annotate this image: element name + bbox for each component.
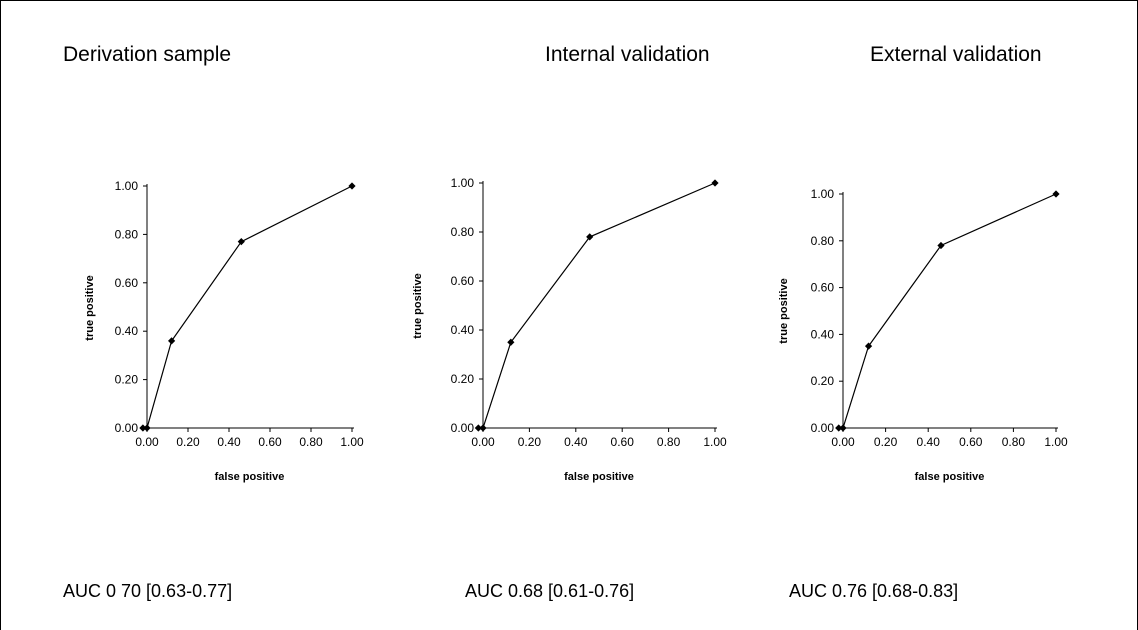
x-tick-label-internal: 0.00: [471, 435, 495, 449]
x-tick-label-external: 0.60: [959, 435, 983, 449]
x-tick-label-internal: 1.00: [703, 435, 727, 449]
roc-point-internal: [479, 424, 487, 432]
roc-line-internal: [478, 182, 716, 429]
roc-point-derivation: [139, 424, 147, 432]
roc-point-derivation: [143, 424, 151, 432]
x-tick-label-derivation: 1.00: [340, 435, 364, 449]
x-tick-label-internal: 0.20: [518, 435, 542, 449]
x-axis-title-external: false positive: [915, 471, 985, 483]
roc-line-derivation: [142, 185, 353, 429]
y-tick-label-internal: 0.00: [451, 421, 475, 435]
y-tick-label-external: 0.80: [811, 234, 835, 248]
x-tick-label-derivation: 0.80: [299, 435, 323, 449]
y-tick-label-external: 0.20: [811, 374, 835, 388]
x-tick-label-internal: 0.40: [564, 435, 588, 449]
y-tick-label-internal: 0.60: [451, 274, 475, 288]
x-tick-label-external: 0.40: [917, 435, 941, 449]
roc-point-external: [864, 342, 873, 350]
roc-line-external: [838, 193, 1057, 429]
y-tick-label-derivation: 0.00: [115, 421, 139, 435]
y-tick-label-external: 0.00: [811, 421, 835, 435]
y-tick-label-derivation: 0.80: [115, 227, 139, 241]
y-tick-label-external: 0.60: [811, 281, 835, 295]
roc-point-derivation: [168, 337, 176, 345]
y-tick-label-derivation: 1.00: [115, 179, 139, 193]
x-tick-label-external: 0.00: [831, 435, 855, 449]
auc-external: AUC 0.76 [0.68-0.83]: [789, 581, 959, 601]
y-axis-title-internal: true positive: [412, 273, 424, 338]
panel-title-internal: Internal validation: [545, 43, 710, 66]
x-tick-label-external: 1.00: [1044, 435, 1068, 449]
roc-point-internal: [507, 338, 515, 346]
roc-point-derivation: [348, 182, 356, 190]
roc-point-internal: [586, 233, 594, 241]
roc-point-external: [839, 424, 847, 432]
panel-title-external: External validation: [870, 43, 1042, 66]
y-tick-label-internal: 0.80: [451, 225, 475, 239]
x-tick-label-derivation: 0.60: [258, 435, 282, 449]
x-tick-label-internal: 0.60: [611, 435, 635, 449]
y-tick-label-external: 0.40: [811, 327, 835, 341]
y-axis-title-derivation: true positive: [84, 275, 96, 340]
roc-point-external: [937, 241, 945, 250]
y-tick-label-internal: 0.40: [451, 323, 475, 337]
x-tick-label-external: 0.80: [1002, 435, 1026, 449]
roc-point-internal: [711, 179, 719, 187]
auc-derivation: AUC 0 70 [0.63-0.77]: [63, 581, 233, 601]
x-tick-label-derivation: 0.00: [135, 435, 159, 449]
y-tick-label-derivation: 0.20: [115, 373, 139, 387]
roc-point-derivation: [237, 238, 245, 246]
x-axis-title-derivation: false positive: [215, 471, 285, 483]
y-tick-label-derivation: 0.40: [115, 324, 139, 338]
y-axis-title-external: true positive: [778, 278, 790, 343]
roc-point-external: [835, 424, 843, 432]
y-tick-label-internal: 0.20: [451, 372, 475, 386]
x-tick-label-external: 0.20: [874, 435, 898, 449]
y-tick-label-external: 1.00: [811, 187, 835, 201]
y-tick-label-derivation: 0.60: [115, 276, 139, 290]
y-tick-label-internal: 1.00: [451, 176, 475, 190]
roc-point-internal: [474, 424, 482, 432]
panel-title-derivation: Derivation sample: [63, 43, 232, 66]
x-tick-label-internal: 0.80: [657, 435, 681, 449]
auc-internal: AUC 0.68 [0.61-0.76]: [465, 581, 635, 601]
x-tick-label-derivation: 0.40: [217, 435, 241, 449]
x-axis-title-internal: false positive: [564, 471, 634, 483]
roc-point-external: [1052, 190, 1060, 198]
x-tick-label-derivation: 0.20: [176, 435, 200, 449]
